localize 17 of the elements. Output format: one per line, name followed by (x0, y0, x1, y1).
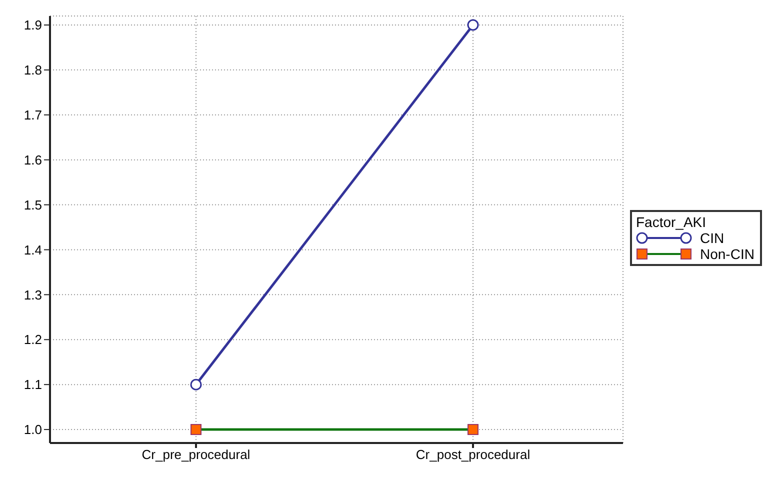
x-tick-label: Cr_post_procedural (416, 447, 530, 462)
legend-label: CIN (700, 230, 724, 246)
y-tick-label: 1.4 (24, 242, 42, 258)
y-tick-label: 1.0 (24, 422, 42, 438)
point (467, 19, 479, 31)
legend-title: Factor_AKI (636, 214, 708, 230)
y-tick-label: 1.5 (24, 197, 42, 212)
x-tick-label: Cr_pre_procedural (142, 447, 250, 462)
y-tick-label: 1.9 (24, 18, 42, 33)
y-tick-label: 1.7 (24, 108, 42, 122)
y-tick-label: 1.2 (24, 332, 42, 348)
y-tick-label: 1.1 (24, 377, 42, 392)
y-tick-label: 1.8 (24, 62, 42, 78)
y-tick-label: 1.3 (24, 287, 42, 302)
legend-label: Non-CIN (700, 246, 754, 262)
y-tick-label: 1.6 (24, 152, 42, 168)
point (190, 378, 202, 390)
